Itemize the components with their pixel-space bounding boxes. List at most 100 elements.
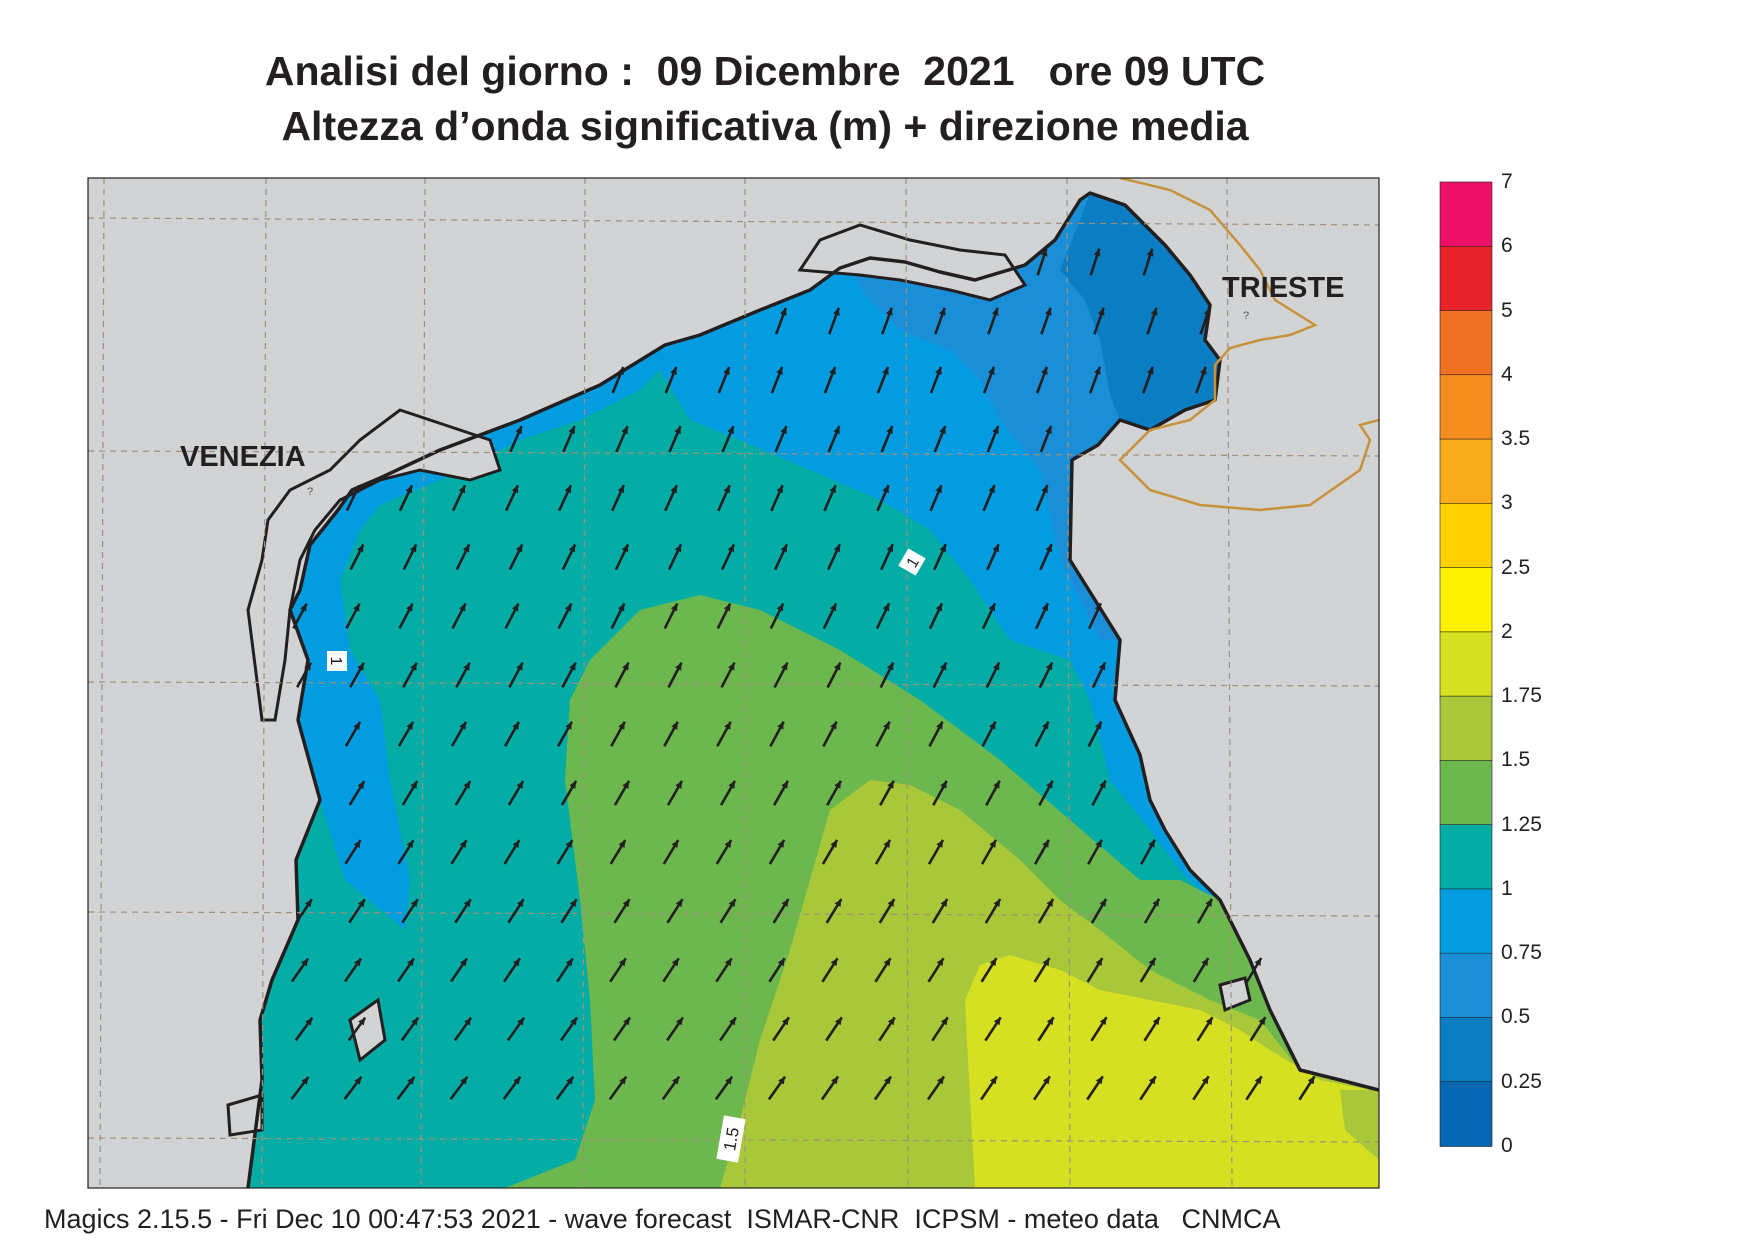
wave-direction-arrow [932, 780, 948, 806]
wave-direction-arrow [1090, 1016, 1108, 1042]
wave-direction-arrow [717, 366, 731, 394]
legend-band [1439, 374, 1493, 440]
wave-direction-arrow [504, 484, 520, 512]
wave-direction-arrow [1037, 1016, 1055, 1042]
wave-direction-arrow [507, 898, 525, 924]
wave-direction-arrow [614, 662, 630, 688]
wave-direction-arrow [348, 898, 366, 924]
wave-direction-arrow [561, 662, 577, 688]
wave-direction-arrow [823, 484, 837, 512]
wave-direction-arrow [719, 780, 737, 806]
coastline [246, 191, 1379, 1188]
legend-tick-label: 1.75 [1501, 684, 1542, 708]
wave-direction-arrow [561, 543, 577, 571]
wave-direction-arrow [821, 839, 839, 865]
legend-band [1439, 695, 1493, 762]
wave-direction-arrow [774, 425, 788, 453]
wave-direction-arrow [1196, 1016, 1214, 1042]
wave-band-0.25-0.5 [1060, 193, 1220, 430]
legend-band [1439, 181, 1493, 248]
wave-direction-arrow [613, 898, 631, 924]
wave-direction-arrow [1143, 1016, 1161, 1042]
wave-direction-arrow [508, 543, 524, 571]
wave-direction-arrow [720, 543, 736, 571]
wave-direction-arrow [1035, 366, 1049, 394]
wave-direction-arrow [1090, 898, 1108, 924]
wave-direction-arrow [768, 839, 786, 865]
wave-direction-arrow [875, 721, 891, 747]
wave-direction-arrow [1039, 425, 1053, 453]
contour-label-1-west: 1 [327, 651, 347, 671]
wave-direction-arrow [929, 484, 943, 512]
wave-direction-arrow [934, 307, 946, 335]
legend-tick-label: 1.25 [1501, 812, 1542, 836]
wave-direction-arrow [667, 661, 683, 689]
island-east-1 [1218, 976, 1252, 1013]
city-label-venezia: VENEZIA [180, 441, 306, 473]
wave-direction-arrow [290, 957, 310, 983]
wave-direction-arrow [294, 1016, 314, 1042]
wave-direction-arrow [557, 602, 573, 630]
wave-direction-arrow [768, 957, 786, 983]
wave-direction-arrow [881, 307, 893, 335]
map-title: Analisi del giorno : 09 Dicembre 2021 or… [264, 48, 1266, 94]
wave-direction-arrow [562, 425, 576, 453]
wave-direction-arrow [1249, 1016, 1267, 1042]
wave-direction-arrow [664, 366, 678, 394]
wave-direction-arrow [450, 839, 468, 865]
wave-direction-arrow [820, 1075, 840, 1101]
wave-direction-arrow [1091, 780, 1107, 806]
wave-direction-arrow [615, 425, 629, 453]
wave-direction-arrow [1140, 839, 1156, 865]
legend-band [1439, 245, 1493, 312]
wave-direction-arrow [503, 957, 521, 983]
wave-direction-arrow [1146, 307, 1158, 335]
wave-direction-arrow [927, 957, 945, 983]
legend-tick-label: 0 [1501, 1134, 1513, 1157]
wave-direction-arrow [509, 425, 523, 453]
wave-direction-arrow [1087, 839, 1103, 865]
wave-direction-arrow [667, 543, 683, 571]
wave-direction-arrow [1033, 1075, 1051, 1101]
island-south-2 [348, 997, 387, 1063]
wave-direction-arrow [929, 366, 943, 394]
legend-tick-label: 1 [1501, 876, 1513, 900]
wave-direction-arrow [826, 661, 842, 689]
wave-direction-arrow [502, 1075, 522, 1101]
wave-direction-arrow [1035, 484, 1049, 512]
wave-direction-arrow [396, 1076, 416, 1100]
national-border [1118, 178, 1379, 512]
wave-direction-arrow [769, 602, 785, 630]
legend-tick-label: 3 [1501, 491, 1513, 515]
legend-tick-label: 3.5 [1501, 427, 1531, 451]
wave-direction-arrow [349, 662, 365, 688]
wave-direction-arrow [1039, 543, 1053, 571]
wave-direction-arrow [1196, 898, 1214, 924]
wave-direction-arrow [1036, 248, 1048, 276]
wave-direction-arrow [931, 898, 949, 924]
wave-direction-arrow [504, 602, 520, 630]
graticule [88, 178, 1379, 1188]
legend-tick-label: 5 [1501, 298, 1513, 322]
wave-direction-arrow [980, 1075, 998, 1101]
island-south-1 [226, 1092, 264, 1137]
wave-direction-arrow [876, 366, 890, 394]
legend-tick-label: 2.5 [1501, 555, 1531, 579]
wave-direction-arrow [926, 1075, 946, 1101]
wave-direction-arrow [823, 366, 837, 394]
contour-label-text: 1.5 [720, 1126, 743, 1153]
wave-direction-arrow [827, 307, 841, 335]
wave-direction-arrow [557, 484, 573, 512]
wave-direction-arrow [613, 780, 631, 806]
wave-direction-arrow [825, 898, 843, 924]
wave-direction-arrow [878, 1016, 896, 1042]
wave-direction-arrow [343, 957, 363, 983]
wave-direction-arrow [454, 898, 472, 924]
wave-direction-arrow [508, 662, 524, 688]
wave-direction-arrow [398, 484, 414, 512]
wave-direction-arrow [454, 780, 472, 806]
wave-direction-arrow [560, 898, 578, 924]
wave-direction-arrow [506, 1016, 526, 1042]
wave-direction-arrow [1298, 1075, 1316, 1101]
map-area: 1 1 1.5 ? ? [88, 178, 1379, 1188]
